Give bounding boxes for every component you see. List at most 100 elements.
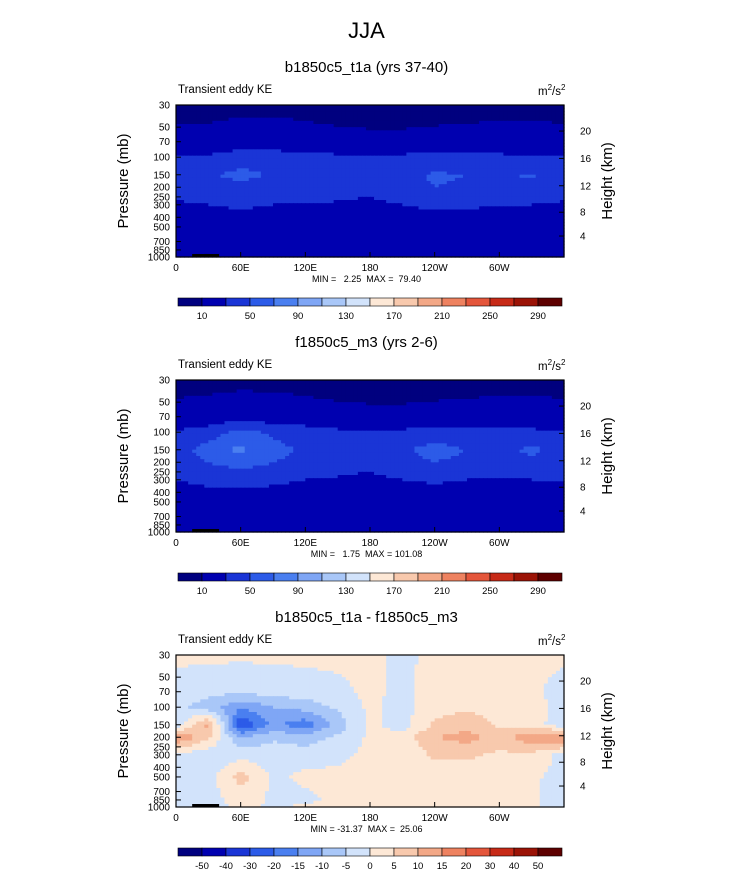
field-cell: [252, 187, 258, 192]
field-cell: [442, 165, 448, 169]
field-cell: [224, 124, 230, 128]
field-cell: [450, 209, 456, 214]
field-cell: [523, 171, 529, 176]
field-cell: [426, 111, 432, 116]
colorbar-box: [273, 297, 299, 307]
field-cell: [220, 200, 226, 204]
field-cell: [240, 136, 246, 141]
field-cell: [313, 200, 319, 204]
field-cell: [309, 136, 315, 141]
field-cell: [398, 139, 403, 144]
field-cell: [511, 127, 517, 131]
field-cell: [329, 212, 335, 217]
field-cell: [495, 162, 500, 166]
field-cell: [450, 219, 456, 223]
field-cell: [208, 174, 213, 179]
field-cell: [224, 193, 230, 198]
field-cell: [406, 120, 412, 125]
field-cell: [559, 219, 565, 223]
field-cell: [390, 139, 395, 144]
field-cell: [305, 114, 310, 119]
field-cell: [519, 162, 525, 166]
field-cell: [559, 114, 565, 119]
field-cell: [188, 117, 193, 122]
field-cell: [228, 139, 234, 144]
field-cell: [450, 127, 456, 131]
field-cell: [212, 136, 218, 141]
field-cell: [483, 136, 488, 141]
field-cell: [462, 136, 468, 141]
field-cell: [309, 120, 315, 125]
field-cell: [426, 152, 432, 157]
field-cell: [184, 187, 189, 192]
field-cell: [188, 158, 193, 163]
field-cell: [507, 200, 513, 204]
field-cell: [176, 181, 181, 185]
field-cell: [248, 124, 254, 128]
field-cell: [260, 177, 266, 182]
field-cell: [188, 196, 193, 201]
field-cell: [184, 206, 189, 211]
field-cell: [531, 111, 537, 116]
field-cell: [337, 187, 343, 192]
field-cell: [212, 130, 218, 135]
field-cell: [289, 133, 294, 138]
field-cell: [176, 158, 181, 163]
field-cell: [325, 200, 331, 204]
field-cell: [535, 212, 541, 217]
field-cell: [430, 190, 436, 195]
field-cell: [495, 105, 500, 109]
field-cell: [422, 212, 428, 217]
field-cell: [353, 133, 359, 138]
field-cell: [511, 165, 517, 169]
field-cell: [289, 139, 294, 144]
field-cell: [248, 127, 254, 131]
field-cell: [268, 105, 274, 109]
field-cell: [277, 184, 282, 188]
field-cell: [277, 108, 282, 112]
y-tick-label: 1000: [148, 253, 171, 264]
field-cell: [511, 139, 517, 144]
field-cell: [454, 174, 460, 179]
field-cell: [212, 108, 218, 112]
field-cell: [406, 105, 412, 109]
field-cell: [551, 165, 557, 169]
field-cell: [471, 146, 476, 150]
field-cell: [386, 111, 391, 116]
field-cell: [467, 158, 472, 163]
field-cell: [475, 181, 480, 185]
field-cell: [301, 146, 306, 150]
field-cell: [208, 133, 213, 138]
field-cell: [329, 209, 335, 214]
field-cell: [228, 152, 234, 157]
field-cell: [264, 130, 270, 135]
field-cell: [325, 120, 331, 125]
field-cell: [523, 149, 529, 154]
field-cell: [321, 111, 327, 116]
field-cell: [458, 215, 464, 220]
field-cell: [212, 222, 218, 226]
field-cell: [333, 212, 339, 217]
field-cell: [422, 196, 428, 201]
field-cell: [216, 181, 222, 185]
field-cell: [184, 117, 189, 122]
field-cell: [531, 105, 537, 109]
field-cell: [406, 108, 412, 112]
field-cell: [507, 219, 513, 223]
field-cell: [515, 219, 521, 223]
field-cell: [543, 206, 549, 211]
field-cell: [357, 181, 363, 185]
field-cell: [176, 209, 181, 214]
field-cell: [495, 165, 500, 169]
field-cell: [200, 152, 205, 157]
field-cell: [543, 196, 549, 201]
field-cell: [434, 155, 440, 160]
field-cell: [200, 225, 205, 230]
field-cell: [543, 111, 549, 116]
field-cell: [475, 162, 480, 166]
field-cell: [378, 174, 383, 179]
field-cell: [414, 105, 420, 109]
field-cell: [458, 209, 464, 214]
field-cell: [426, 155, 432, 160]
field-cell: [462, 117, 468, 122]
